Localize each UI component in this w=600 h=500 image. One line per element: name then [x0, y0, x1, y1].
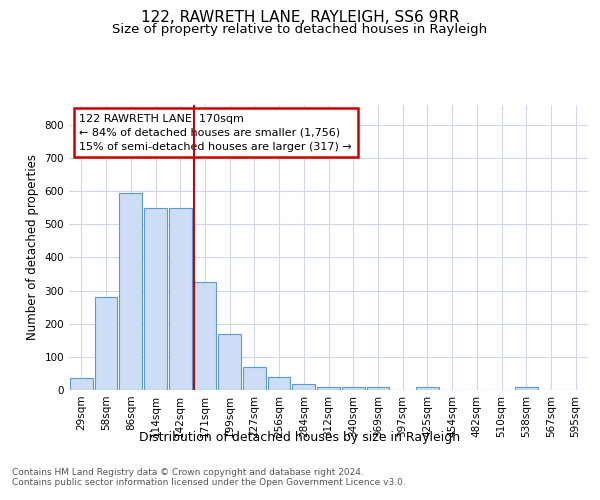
Bar — [268, 378, 290, 390]
Bar — [194, 282, 216, 390]
Bar — [169, 208, 191, 390]
Y-axis label: Number of detached properties: Number of detached properties — [26, 154, 39, 340]
Bar — [515, 388, 538, 390]
Bar — [317, 386, 340, 390]
Bar — [70, 378, 93, 390]
Text: Contains HM Land Registry data © Crown copyright and database right 2024.
Contai: Contains HM Land Registry data © Crown c… — [12, 468, 406, 487]
Bar — [243, 367, 266, 390]
Bar — [119, 193, 142, 390]
Text: Distribution of detached houses by size in Rayleigh: Distribution of detached houses by size … — [139, 431, 461, 444]
Text: 122, RAWRETH LANE, RAYLEIGH, SS6 9RR: 122, RAWRETH LANE, RAYLEIGH, SS6 9RR — [140, 10, 460, 25]
Bar — [95, 297, 118, 390]
Bar — [342, 388, 365, 390]
Bar — [416, 388, 439, 390]
Bar — [367, 386, 389, 390]
Bar — [292, 384, 315, 390]
Bar — [144, 208, 167, 390]
Text: Size of property relative to detached houses in Rayleigh: Size of property relative to detached ho… — [112, 24, 488, 36]
Text: 122 RAWRETH LANE: 170sqm
← 84% of detached houses are smaller (1,756)
15% of sem: 122 RAWRETH LANE: 170sqm ← 84% of detach… — [79, 114, 352, 152]
Bar — [218, 334, 241, 390]
